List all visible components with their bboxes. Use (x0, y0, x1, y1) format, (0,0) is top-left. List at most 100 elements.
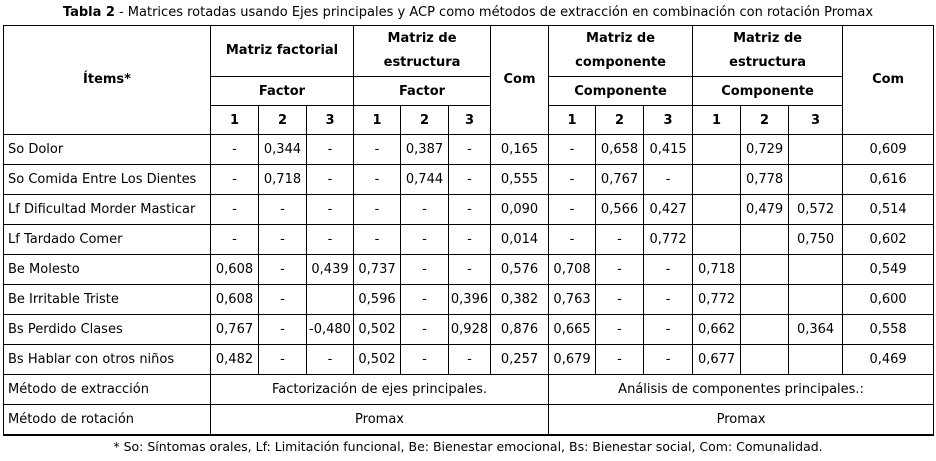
value-cell (740, 284, 790, 315)
value-cell: 0,566 (595, 194, 645, 225)
value-cell: - (595, 224, 645, 255)
value-cell: 0,600 (842, 284, 935, 315)
col-num: 2 (740, 105, 790, 135)
value-cell: 0,729 (740, 134, 790, 165)
value-cell: - (643, 314, 694, 345)
extraction-method-label: Método de extracción (3, 374, 211, 405)
item-cell: Bs Hablar con otros niños (3, 344, 211, 375)
value-cell: 0,750 (788, 224, 844, 255)
value-cell: 0,479 (740, 194, 790, 225)
table-row: Lf Tardado Comer - - - - - - 0,014 - - 0… (3, 224, 935, 255)
value-cell: - (305, 194, 355, 225)
value-cell: - (448, 194, 492, 225)
value-cell: - (353, 224, 402, 255)
col-num: 1 (548, 105, 597, 135)
value-cell: - (258, 194, 307, 225)
value-cell (305, 284, 355, 315)
table-row: Lf Dificultad Morder Masticar - - - - - … (3, 194, 935, 225)
value-cell: - (595, 254, 645, 285)
value-cell: 0,596 (353, 284, 402, 315)
value-cell: - (548, 224, 597, 255)
col-num: 1 (210, 105, 259, 135)
table-row: Bs Perdido Clases 0,767 - -0,480 0,502 -… (3, 314, 935, 345)
value-cell: - (305, 134, 355, 165)
value-cell: 0,772 (692, 284, 742, 315)
value-cell: 0,708 (548, 254, 597, 285)
table-row: So Comida Entre Los Dientes - 0,718 - - … (3, 164, 935, 195)
value-cell: 0,558 (842, 314, 935, 345)
col-num: 1 (692, 105, 742, 135)
value-cell (788, 254, 844, 285)
col-num: 3 (305, 105, 355, 135)
value-cell: - (448, 134, 492, 165)
col-group-matriz-componente: Matriz de componente (548, 25, 694, 77)
subheader-factor-right: Factor (353, 76, 492, 106)
item-cell: Be Molesto (3, 254, 211, 285)
value-cell (740, 224, 790, 255)
col-num: 3 (448, 105, 492, 135)
table-row: Bs Hablar con otros niños 0,482 - - 0,50… (3, 344, 935, 375)
value-cell: - (548, 164, 597, 195)
col-group-matriz-factorial: Matriz factorial (209, 25, 355, 77)
value-cell: 0,772 (643, 224, 694, 255)
value-cell: 0,364 (788, 314, 844, 345)
col-num: 1 (353, 105, 402, 135)
table-row: Be Irritable Triste 0,608 - 0,596 - 0,39… (3, 284, 935, 315)
table-footnote: * So: Síntomas orales, Lf: Limitación fu… (113, 438, 823, 454)
value-cell: 0,439 (305, 254, 355, 285)
subheader-componente-left: Componente (548, 76, 694, 106)
value-cell: - (305, 224, 355, 255)
item-cell: Be Irritable Triste (3, 284, 211, 315)
value-cell: - (305, 344, 355, 375)
value-cell: - (400, 254, 450, 285)
value-cell: - (258, 254, 307, 285)
value-cell: - (258, 314, 307, 345)
value-cell: 0,658 (595, 134, 645, 165)
col-header-items: Ítems* (3, 25, 211, 135)
value-cell: - (448, 164, 492, 195)
value-cell: 0,165 (490, 134, 550, 165)
value-cell: 0,572 (788, 194, 844, 225)
col-header-com-left: Com (490, 25, 550, 135)
value-cell: - (400, 344, 450, 375)
value-cell: - (305, 164, 355, 195)
col-num: 2 (595, 105, 645, 135)
value-cell: 0,387 (400, 134, 450, 165)
value-cell: 0,609 (842, 134, 935, 165)
value-cell (740, 314, 790, 345)
value-cell: - (210, 164, 259, 195)
value-cell: 0,502 (353, 344, 402, 375)
value-cell (740, 344, 790, 375)
value-cell: 0,576 (490, 254, 550, 285)
value-cell: 0,679 (548, 344, 597, 375)
rotation-method-right-value: Promax (548, 404, 935, 435)
value-cell: 0,718 (692, 254, 742, 285)
value-cell (788, 164, 844, 195)
extraction-method-row: Método de extracción Factorización de ej… (3, 374, 935, 405)
value-cell: - (258, 344, 307, 375)
value-cell: - (548, 194, 597, 225)
value-cell: 0,602 (842, 224, 935, 255)
value-cell: 0,415 (643, 134, 694, 165)
value-cell: - (400, 224, 450, 255)
value-cell: - (210, 194, 259, 225)
value-cell: - (353, 134, 402, 165)
value-cell: - (258, 224, 307, 255)
value-cell: - (643, 164, 694, 195)
value-cell: 0,928 (448, 314, 492, 345)
value-cell: 0,014 (490, 224, 550, 255)
value-cell: - (643, 344, 694, 375)
item-cell: So Comida Entre Los Dientes (3, 164, 211, 195)
value-cell: 0,608 (210, 254, 259, 285)
extraction-method-right-value: Análisis de componentes principales.: (548, 374, 935, 405)
value-cell: 0,549 (842, 254, 935, 285)
value-cell: - (595, 284, 645, 315)
value-cell: 0,090 (490, 194, 550, 225)
value-cell: 0,469 (842, 344, 935, 375)
value-cell: 0,502 (353, 314, 402, 345)
value-cell: 0,778 (740, 164, 790, 195)
value-cell: 0,427 (643, 194, 694, 225)
header-row-groups: Ítems* Matriz factorial Matriz de estruc… (3, 25, 935, 135)
value-cell: - (548, 134, 597, 165)
value-cell: 0,608 (210, 284, 259, 315)
